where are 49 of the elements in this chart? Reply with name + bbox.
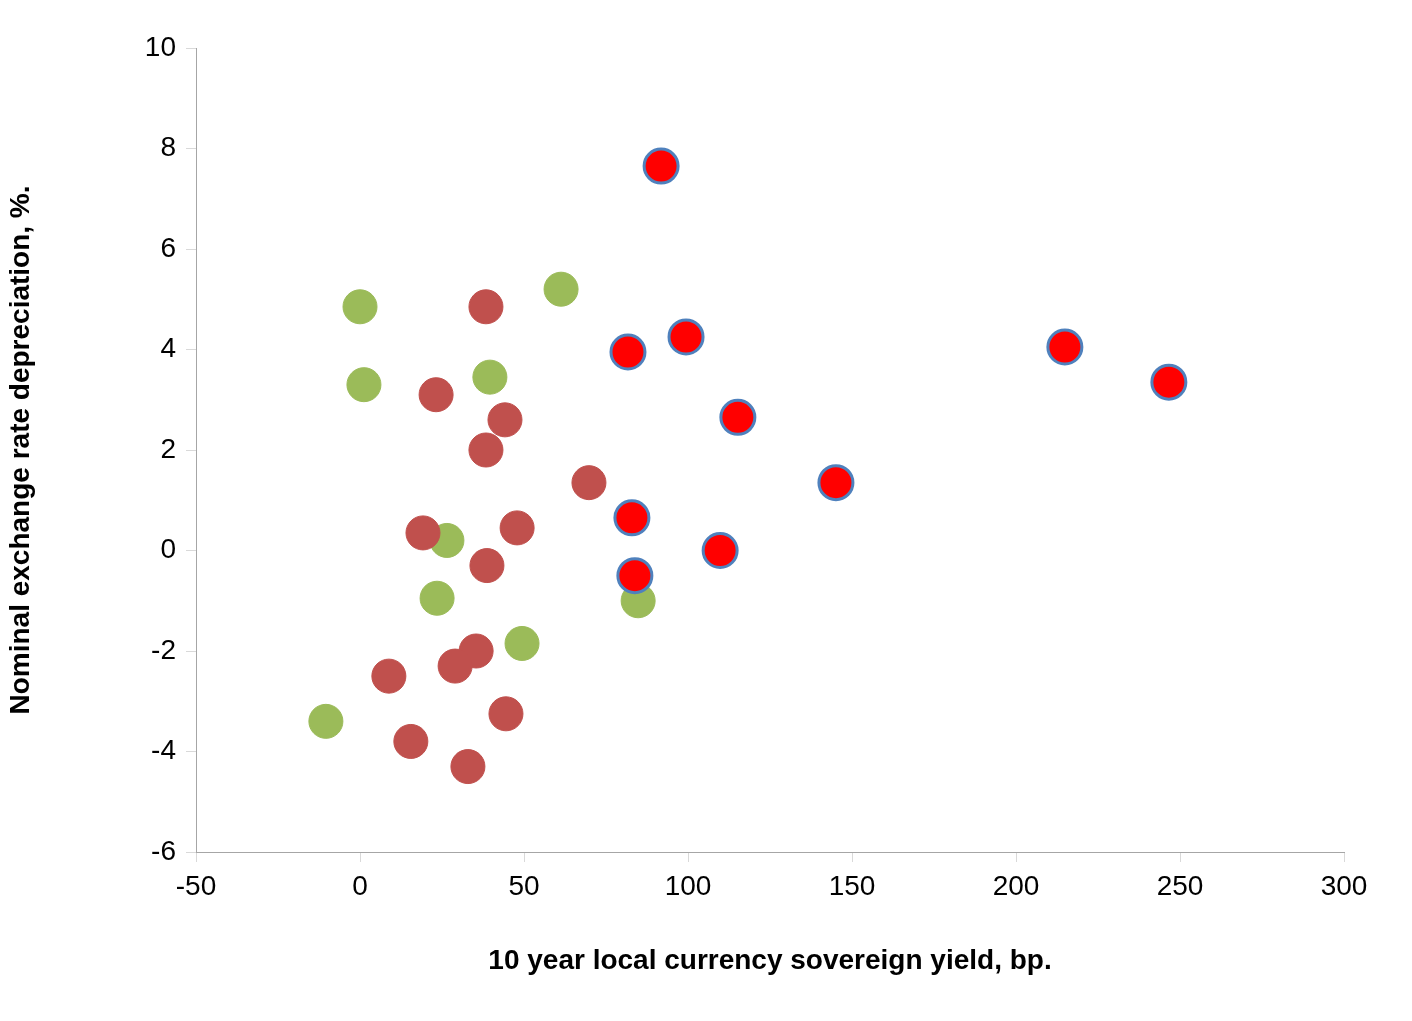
- y-tick-label: 8: [160, 131, 176, 163]
- point: [371, 658, 407, 694]
- point: [468, 432, 504, 468]
- y-tick-label: 10: [144, 30, 176, 62]
- x-tick-label: 0: [352, 869, 368, 901]
- x-axis-title: 10 year local currency sovereign yield, bp.: [488, 943, 1052, 975]
- x-tick-label: 150: [828, 869, 876, 901]
- x-tick-label: 300: [1320, 869, 1368, 901]
- point: [418, 377, 454, 413]
- x-tick-label: 250: [1156, 869, 1204, 901]
- point: [613, 499, 651, 537]
- x-tick-label: 100: [664, 869, 712, 901]
- point: [543, 271, 579, 307]
- y-axis-title: Nominal exchange rate depreciation, %.: [3, 185, 35, 715]
- point: [1046, 328, 1084, 366]
- point: [719, 398, 757, 436]
- y-tick-label: 4: [160, 332, 176, 364]
- point: [487, 402, 523, 438]
- y-tick-label: -2: [151, 633, 176, 665]
- point: [571, 465, 607, 501]
- y-tick-label: 2: [160, 432, 176, 464]
- point: [346, 367, 382, 403]
- point: [1150, 363, 1188, 401]
- point: [488, 696, 524, 732]
- x-tick-label: 50: [508, 869, 540, 901]
- point: [469, 548, 505, 584]
- x-tick-label: 200: [992, 869, 1040, 901]
- point: [419, 580, 455, 616]
- point: [468, 289, 504, 325]
- point: [499, 510, 535, 546]
- y-tick-label: -4: [151, 734, 176, 766]
- x-tick-label: -50: [175, 869, 217, 901]
- point: [393, 723, 429, 759]
- y-tick-label: 0: [160, 533, 176, 565]
- point: [504, 625, 540, 661]
- point: [437, 648, 473, 684]
- point: [342, 289, 378, 325]
- point: [817, 464, 855, 502]
- point: [701, 532, 739, 569]
- point: [450, 749, 486, 785]
- y-tick-label: -6: [151, 834, 176, 866]
- point: [616, 557, 654, 595]
- point: [472, 359, 508, 395]
- point: [405, 515, 441, 551]
- y-tick-label: 6: [160, 231, 176, 263]
- point: [308, 703, 344, 739]
- point: [609, 333, 647, 371]
- point: [667, 318, 705, 356]
- point: [642, 147, 680, 185]
